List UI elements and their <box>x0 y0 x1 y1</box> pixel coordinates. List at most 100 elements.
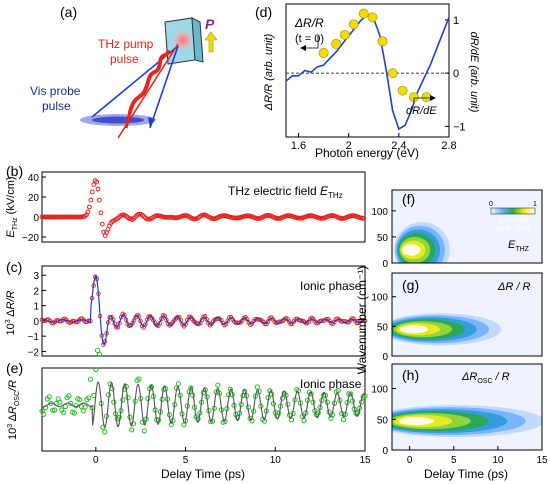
chart-e-point <box>120 397 126 403</box>
chart-c-point <box>288 321 293 327</box>
chart-d-x-tick-label: 2.8 <box>441 140 456 152</box>
chart-d-y-tick-label: 1 <box>453 15 459 27</box>
chart-e-point <box>235 414 241 420</box>
panel-label-a: (a) <box>60 4 77 20</box>
heatmap-x-tick-label: 15 <box>536 455 548 466</box>
chart-b-point <box>97 197 102 203</box>
heatmap-h-level <box>398 417 434 426</box>
chart-c-point <box>164 317 169 322</box>
chart-b-y-tick-label: 0 <box>33 213 39 224</box>
chart-d-point <box>358 8 369 19</box>
chart-e: (e) 0 5 10 15 Ionic phase Delay Time (ps) 1… <box>6 347 371 481</box>
chart-d-y-ticks: 1 0 −1 <box>445 15 466 133</box>
chart-d-point <box>377 36 388 47</box>
heatmaps: (f) ETHZ 0 1 Intensity (arb. unit) (g) Δ… <box>355 189 548 481</box>
chart-e-point <box>105 392 112 398</box>
chart-e-x-tick-label: 0 <box>93 455 99 466</box>
chart-d-annot-dr: ΔR/R <box>294 16 324 30</box>
chart-d-y-tick-label: 0 <box>453 68 459 80</box>
chart-e-point <box>57 399 63 405</box>
chart-b-point <box>95 186 101 192</box>
chart-b-points <box>39 178 367 239</box>
chart-e-point <box>116 414 122 420</box>
chart-d-dr-points <box>318 8 432 102</box>
chart-e-point <box>141 428 147 434</box>
sample-block-side <box>191 17 204 63</box>
chart-c-title: Ionic phase <box>300 279 362 293</box>
chart-c-y-tick-label: 1 <box>33 302 39 313</box>
heatmap-x-tick-label: 0 <box>407 455 413 466</box>
chart-c-y-tick-label: 0 <box>33 317 39 328</box>
chart-e-point <box>86 395 92 401</box>
heatmap-ylabel: Wavenumber (cm⁻¹) <box>355 266 369 375</box>
chart-d-x-ticks: 1.6 2 2.4 2.8 <box>291 133 457 152</box>
chart-d-annot-t: (t = 0) <box>295 33 324 45</box>
chart-b-point <box>98 210 104 216</box>
chart-c-y-tick-label: 2 <box>33 286 39 297</box>
chart-d-point <box>397 85 408 96</box>
chart-e-point <box>301 418 307 424</box>
chart-e-point <box>60 410 67 416</box>
heatmap-g: (g) ΔR / R <box>391 272 543 357</box>
panel-label-d: (d) <box>255 4 272 20</box>
chart-e-title: Ionic phase <box>300 377 362 391</box>
chart-e-point <box>52 407 58 413</box>
panel-label-h: (h) <box>402 367 419 383</box>
chart-d-point <box>340 29 350 40</box>
chart-b-point <box>88 197 94 203</box>
chart-e-point <box>82 404 88 410</box>
chart-b-point <box>52 214 58 220</box>
heatmap-y-tick-label: 0 <box>382 446 388 457</box>
chart-d-frame <box>285 3 450 138</box>
chart-c-y-tick-label: −2 <box>28 347 40 358</box>
panel-label-g: (g) <box>402 277 419 293</box>
chart-b-point <box>41 214 46 220</box>
chart-d-point <box>318 48 329 58</box>
thz-pulse-wave <box>128 50 170 114</box>
heatmap-y-tick-label: 50 <box>377 322 389 333</box>
chart-e-x-tick-label: 15 <box>359 455 371 466</box>
heatmap-y-tick-label: 50 <box>377 233 389 244</box>
chart-e-point <box>175 381 181 387</box>
probe-beam-out <box>149 45 179 129</box>
chart-b-y-tick-label: 20 <box>28 193 40 204</box>
heatmap-f-frame <box>391 189 543 264</box>
polarization-arrow-icon <box>204 31 218 53</box>
heatmap-y-tick-label: 100 <box>371 385 388 396</box>
panel-label-e: (e) <box>6 360 23 376</box>
chart-c-y-ticks: 3 2 1 0 −1 −2 <box>28 271 46 358</box>
chart-d-point <box>367 12 378 23</box>
chart-e-point <box>111 399 117 405</box>
chart-b-point <box>45 214 51 220</box>
chart-d-point <box>348 19 359 30</box>
chart-b-point <box>99 221 105 227</box>
chart-c-point <box>183 322 188 327</box>
chart-e-point <box>129 427 135 433</box>
chart-b-point <box>94 179 99 185</box>
chart-d-point <box>331 39 342 49</box>
heatmap-y-tick-label: 0 <box>382 259 388 270</box>
chart-e-x-tick-label: 5 <box>183 455 189 466</box>
heatmap-x-ticks: 0 5 10 15 <box>407 446 548 466</box>
panel-label-b: (b) <box>6 163 23 179</box>
heatmap-f-blob <box>394 222 450 263</box>
heatmap-h-frame <box>391 363 543 451</box>
chart-b-point <box>89 189 95 195</box>
chart-e-x-tick-label: 10 <box>270 455 282 466</box>
chart-e-point <box>340 417 347 423</box>
chart-c-y-tick-label: −1 <box>28 332 40 343</box>
pump-label-line2: pulse <box>110 52 139 66</box>
chart-d-point <box>421 92 432 102</box>
chart-c: (c) 3 2 1 0 −1 −2 Ionic phase 103 ΔR/R <box>5 259 368 358</box>
heatmap-g-label: ΔR / R <box>497 281 530 293</box>
chart-e-point <box>102 429 108 435</box>
chart-e-point <box>335 387 341 394</box>
chart-b-y-tick-label: 40 <box>28 173 40 184</box>
chart-e-point <box>145 395 151 402</box>
heatmap-y-ticks: 100 50 0 100 50 0 100 50 0 <box>371 207 396 457</box>
chart-e-point <box>227 386 233 392</box>
chart-e-point <box>87 376 94 382</box>
chart-e-point <box>136 376 142 382</box>
chart-b-point <box>91 182 97 188</box>
chart-e-xlabel: Delay Time (ps) <box>161 467 245 481</box>
